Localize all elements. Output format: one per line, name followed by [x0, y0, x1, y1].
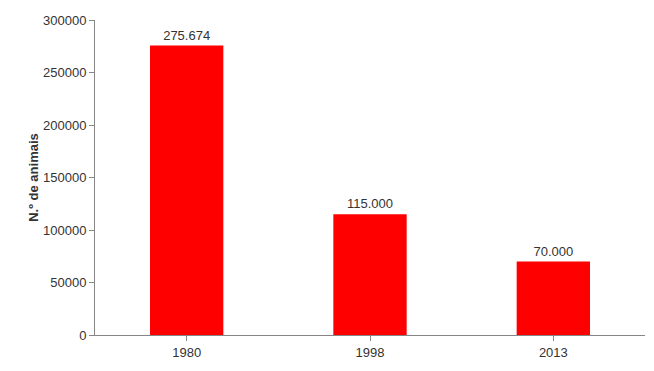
svg-text:150000: 150000	[43, 170, 86, 185]
svg-text:70.000: 70.000	[533, 244, 573, 259]
svg-text:300000: 300000	[43, 13, 86, 28]
svg-text:2013: 2013	[539, 345, 568, 360]
svg-text:1998: 1998	[356, 345, 385, 360]
svg-text:50000: 50000	[50, 275, 86, 290]
svg-text:100000: 100000	[43, 223, 86, 238]
svg-text:0: 0	[79, 328, 86, 343]
svg-text:250000: 250000	[43, 65, 86, 80]
svg-text:115.000: 115.000	[347, 196, 393, 211]
svg-text:1980: 1980	[172, 345, 201, 360]
svg-text:200000: 200000	[43, 118, 86, 133]
svg-text:N.º de animais: N.º de animais	[26, 133, 41, 222]
svg-text:275.674: 275.674	[163, 28, 210, 43]
